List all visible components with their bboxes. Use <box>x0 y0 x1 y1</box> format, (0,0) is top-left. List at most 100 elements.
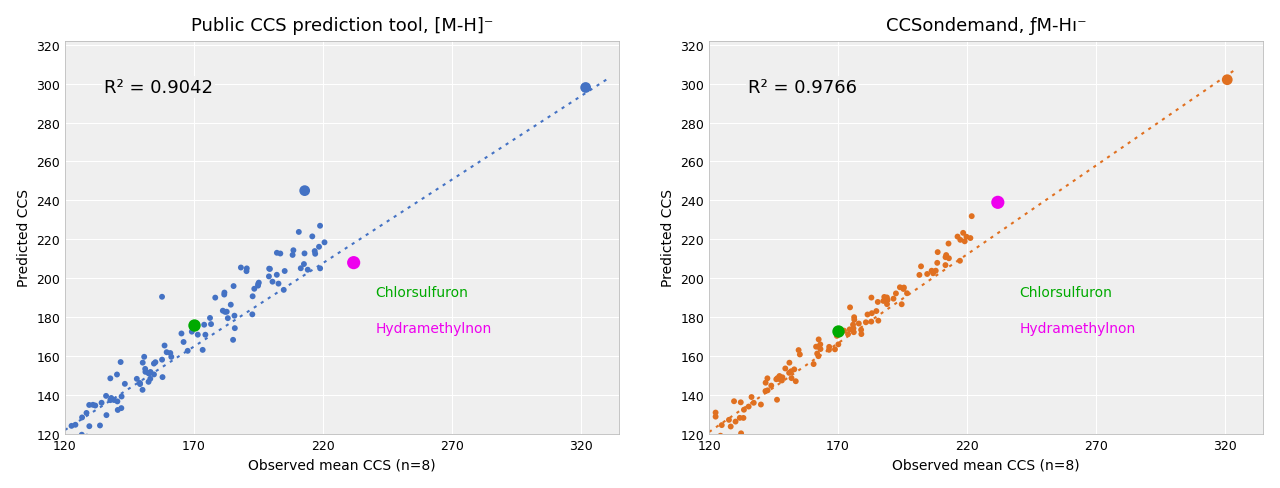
Point <box>804 361 824 368</box>
Point <box>785 366 805 373</box>
Point <box>1217 77 1238 84</box>
Point <box>788 346 809 354</box>
Point <box>731 399 751 407</box>
Point <box>718 416 739 424</box>
Point <box>868 299 888 306</box>
Point <box>110 358 131 366</box>
Point <box>74 450 95 458</box>
Point <box>741 393 762 401</box>
Point <box>96 411 116 419</box>
Point <box>79 423 100 430</box>
Point <box>297 266 317 274</box>
Point <box>216 308 237 316</box>
Point <box>838 330 859 338</box>
Point <box>132 359 152 367</box>
Point <box>91 399 111 407</box>
Point <box>83 401 104 409</box>
Point <box>244 285 265 293</box>
Point <box>840 326 860 334</box>
Point <box>705 409 726 417</box>
Point <box>152 356 173 364</box>
Point <box>827 332 847 340</box>
Point <box>844 328 864 336</box>
Point <box>274 267 294 275</box>
Point <box>733 414 754 422</box>
Point <box>767 396 787 404</box>
Text: Hydramethylnon: Hydramethylnon <box>1019 321 1135 335</box>
Point <box>305 250 325 258</box>
Point <box>808 343 828 351</box>
Point <box>200 314 220 322</box>
Point <box>947 233 968 241</box>
Point <box>65 421 86 429</box>
Point <box>828 341 849 348</box>
Point <box>710 432 731 440</box>
Point <box>731 429 751 437</box>
Point <box>844 325 864 333</box>
Point <box>911 263 932 271</box>
Point <box>909 271 929 279</box>
Title: Public CCS prediction tool, [M-H]⁻: Public CCS prediction tool, [M-H]⁻ <box>191 17 493 35</box>
Point <box>874 293 895 301</box>
Point <box>786 378 806 386</box>
Point <box>936 262 956 269</box>
Point <box>806 350 827 358</box>
Point <box>883 295 904 303</box>
Point <box>781 374 801 382</box>
Point <box>302 233 323 241</box>
Point <box>79 401 100 409</box>
Point <box>72 414 92 422</box>
Point <box>161 353 182 361</box>
Point <box>214 289 234 297</box>
Point <box>100 375 120 383</box>
Point <box>893 284 914 292</box>
Point <box>576 84 596 92</box>
Point <box>772 374 792 382</box>
Point <box>160 349 180 357</box>
Point <box>824 346 845 353</box>
Point <box>237 265 257 273</box>
Point <box>182 328 202 336</box>
Point <box>844 314 864 322</box>
Point <box>224 312 244 320</box>
Point <box>212 307 233 315</box>
Point <box>810 346 831 353</box>
Point <box>712 421 732 429</box>
Y-axis label: Predicted CCS: Predicted CCS <box>660 189 675 287</box>
Point <box>833 327 854 335</box>
Point <box>248 279 269 287</box>
Point <box>851 330 872 338</box>
Point <box>248 281 269 288</box>
Point <box>776 365 796 373</box>
Point <box>283 247 303 255</box>
Point <box>867 307 887 315</box>
Point <box>223 283 243 290</box>
Point <box>108 406 128 414</box>
Point <box>844 316 864 324</box>
Point <box>955 238 975 246</box>
X-axis label: Observed mean CCS (n=8): Observed mean CCS (n=8) <box>892 457 1080 471</box>
Point <box>960 235 980 243</box>
Point <box>294 250 315 258</box>
Point <box>248 282 269 290</box>
Point <box>214 291 234 299</box>
Point <box>767 374 787 382</box>
Point <box>750 401 771 408</box>
Point <box>873 297 893 305</box>
Point <box>744 399 764 407</box>
Point <box>861 318 882 326</box>
Point <box>138 378 159 386</box>
Y-axis label: Predicted CCS: Predicted CCS <box>17 189 31 287</box>
Point <box>223 336 243 344</box>
Point <box>138 370 159 378</box>
Point <box>733 406 754 414</box>
Point <box>237 268 257 276</box>
Point <box>224 325 244 332</box>
Text: Hydramethylnon: Hydramethylnon <box>375 321 492 335</box>
Point <box>828 327 849 335</box>
Point <box>178 347 198 355</box>
Point <box>876 297 896 305</box>
Point <box>810 341 831 348</box>
Point <box>922 267 942 275</box>
Point <box>840 304 860 312</box>
